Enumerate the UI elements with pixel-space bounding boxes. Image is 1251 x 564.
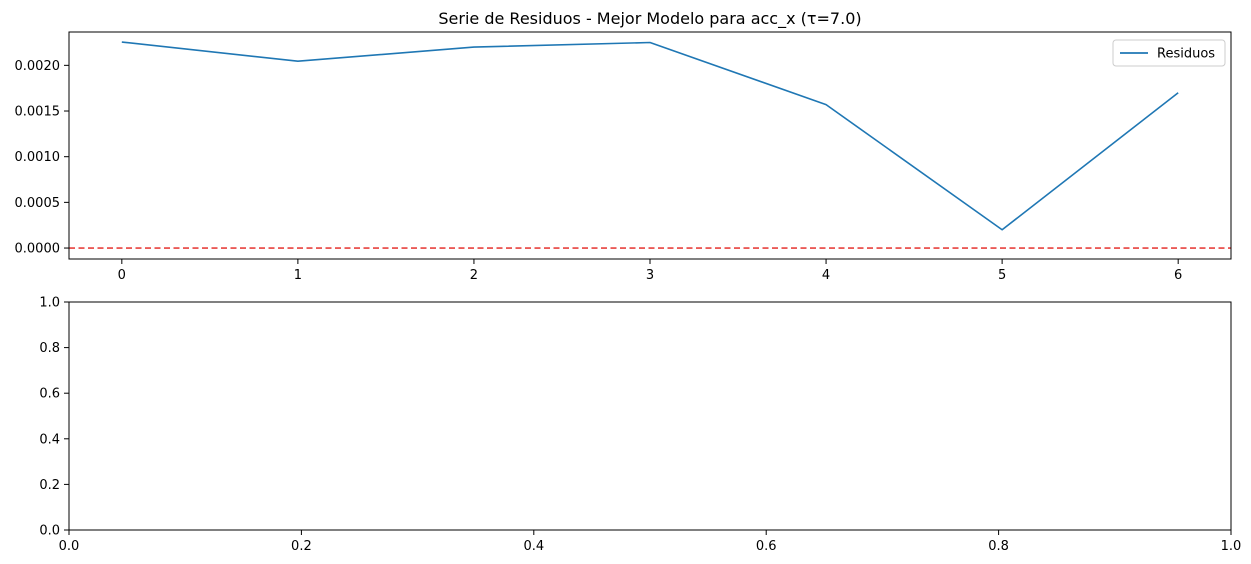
x-tick-label: 3 <box>646 268 654 283</box>
x-tick-label: 0.2 <box>291 539 312 554</box>
x-tick-label: 0 <box>118 268 126 283</box>
x-tick-label: 4 <box>822 268 830 283</box>
y-tick-label: 0.0010 <box>15 150 61 165</box>
x-tick-label: 6 <box>1174 268 1182 283</box>
x-tick-label: 5 <box>998 268 1006 283</box>
axes-spines <box>68 31 1232 260</box>
series-lines <box>121 41 1179 231</box>
x-tick-label: 0.6 <box>756 539 777 554</box>
x-tick-label: 2 <box>470 268 478 283</box>
axes-frame <box>68 301 1232 531</box>
empty-axes: 0.0 0.2 0.4 0.6 0.8 1.0 0.0 0.2 0.4 0.6 0.8 1.0 <box>39 296 1241 555</box>
residuals-axes: Serie de Residuos - Mejor Modelo para ac… <box>15 9 1232 283</box>
y-tick-label: 0.0005 <box>15 196 61 211</box>
x-tick-label: 1.0 <box>1221 539 1242 554</box>
y-tick-label: 0.0015 <box>15 105 61 120</box>
y-tick-label: 0.6 <box>39 387 60 402</box>
legend-label-residuos: Residuos <box>1157 47 1215 62</box>
y-tick-label: 0.0 <box>39 524 60 539</box>
axes-spines <box>68 301 1232 531</box>
x-tick-label: 1 <box>294 268 302 283</box>
series-line-residuos <box>121 41 1179 231</box>
x-tick-label: 0.0 <box>59 539 80 554</box>
axes-frame <box>68 31 1232 260</box>
legend-box <box>1112 39 1226 67</box>
legend: Residuos <box>1112 39 1226 67</box>
x-tick-label: 0.8 <box>988 539 1009 554</box>
y-tick-label: 0.0000 <box>15 242 61 257</box>
y-tick-label: 1.0 <box>39 296 60 311</box>
y-tick-label: 0.2 <box>39 478 60 493</box>
y-tick-label: 0.8 <box>39 341 60 356</box>
x-tick-label: 0.4 <box>523 539 544 554</box>
chart-title: Serie de Residuos - Mejor Modelo para ac… <box>438 9 861 29</box>
y-axis-ticks: 0.0000 0.0005 0.0010 0.0015 0.0020 <box>15 59 69 257</box>
y-tick-label: 0.0020 <box>15 59 61 74</box>
y-tick-label: 0.4 <box>39 432 60 447</box>
x-axis-ticks: 0 1 2 3 4 5 6 <box>118 259 1182 283</box>
x-axis-ticks: 0.0 0.2 0.4 0.6 0.8 1.0 <box>59 530 1242 554</box>
y-axis-ticks: 0.0 0.2 0.4 0.6 0.8 1.0 <box>39 296 69 539</box>
